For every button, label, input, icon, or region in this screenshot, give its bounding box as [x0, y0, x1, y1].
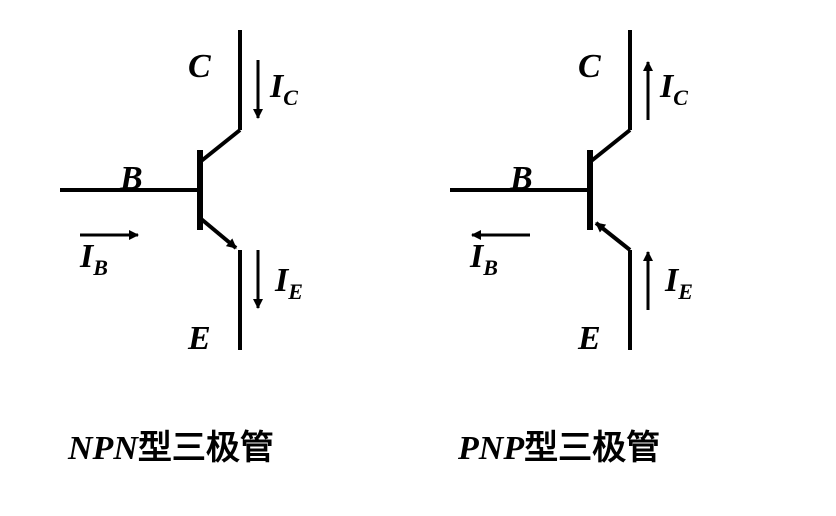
- npn-b-label: B: [120, 160, 143, 198]
- pnp-caption-tail: 型三极管: [524, 430, 660, 467]
- npn-collector-diag: [200, 130, 240, 162]
- npn-caption: NPN型三极管: [68, 420, 274, 469]
- pnp-ic-label: IC: [660, 68, 688, 111]
- pnp-emitter-arrow: [596, 223, 630, 250]
- pnp-caption: PNP型三极管: [458, 420, 660, 469]
- npn-ib-label: IB: [80, 238, 108, 281]
- npn-ie-label: IE: [275, 262, 303, 305]
- pnp-ib-label: IB: [470, 238, 498, 281]
- npn-caption-type: NPN: [68, 430, 138, 467]
- npn-c-label: C: [188, 48, 211, 86]
- pnp-symbol: [450, 30, 648, 350]
- npn-caption-tail: 型三极管: [138, 430, 274, 467]
- pnp-e-label: E: [578, 320, 601, 358]
- pnp-b-label: B: [510, 160, 533, 198]
- pnp-ie-label: IE: [665, 262, 693, 305]
- npn-ic-label: IC: [270, 68, 298, 111]
- npn-emitter-arrow: [200, 218, 236, 248]
- diagram-container: C B E IC IE IB NPN型三极管 C B E IC IE IB PN…: [0, 0, 836, 516]
- pnp-caption-type: PNP: [458, 430, 524, 467]
- pnp-collector-diag: [590, 130, 630, 162]
- npn-e-label: E: [188, 320, 211, 358]
- npn-symbol: [60, 30, 258, 350]
- pnp-c-label: C: [578, 48, 601, 86]
